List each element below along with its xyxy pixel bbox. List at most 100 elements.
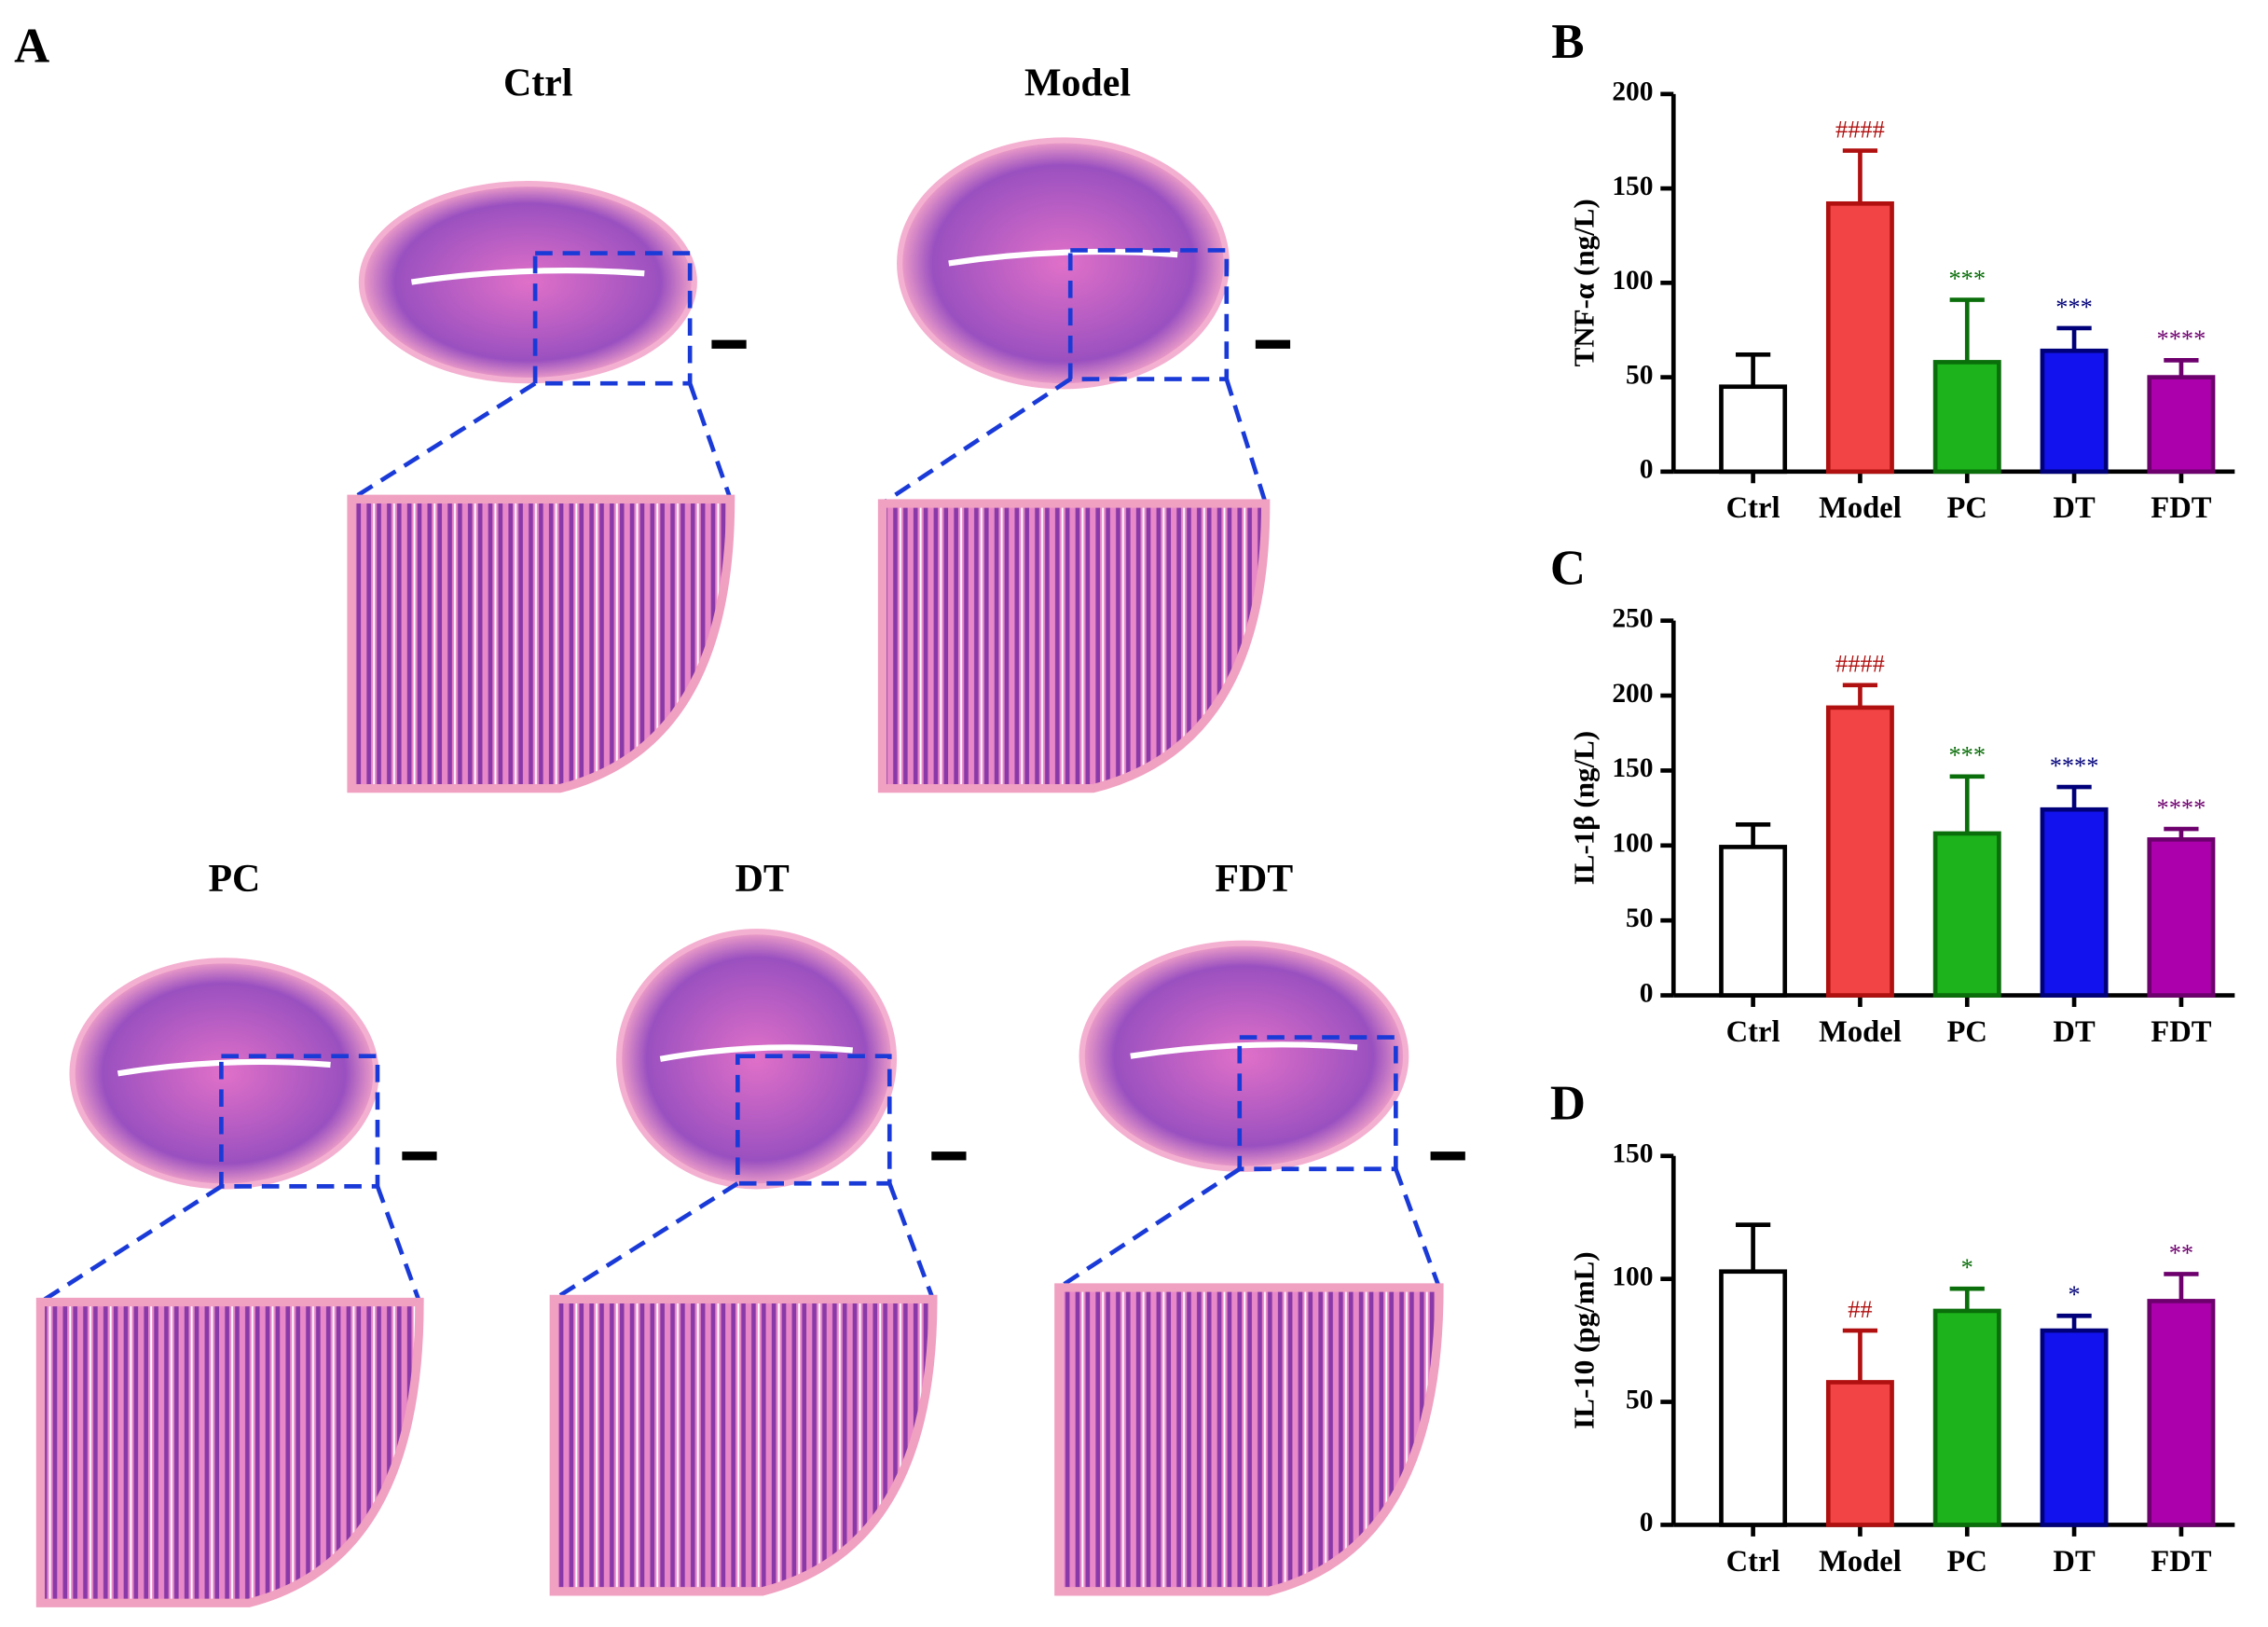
y-tick-label: 100 bbox=[1612, 266, 1653, 296]
zoom-line bbox=[687, 382, 733, 501]
significance-label: *** bbox=[2055, 294, 2093, 321]
bar bbox=[2147, 1299, 2216, 1527]
significance-label: *** bbox=[1948, 742, 1986, 769]
lumen bbox=[1130, 1041, 1358, 1059]
zoom-line bbox=[350, 381, 537, 502]
bar bbox=[1719, 1269, 1788, 1527]
y-tick-label: 50 bbox=[1626, 360, 1653, 390]
y-tick-label: 250 bbox=[1612, 603, 1653, 633]
x-tick-label: Model bbox=[1819, 491, 1902, 525]
bar bbox=[1932, 1308, 2001, 1527]
significance-label: **** bbox=[2050, 752, 2099, 779]
group-label: Ctrl bbox=[503, 62, 572, 105]
bar bbox=[1825, 705, 1894, 998]
scale-bar bbox=[402, 1151, 437, 1161]
bar-chart: B TNF-α (ng/L) 0 50 100 150 200 Ctrl Model #### PC… bbox=[1551, 15, 2235, 525]
zoom-box bbox=[1067, 248, 1230, 381]
x-tick-label: FDT bbox=[2151, 491, 2211, 525]
zoom-box bbox=[219, 1054, 380, 1189]
scale-bar bbox=[931, 1151, 967, 1161]
tissue-section bbox=[897, 137, 1230, 390]
group-label: DT bbox=[735, 858, 790, 901]
bar bbox=[1932, 831, 2001, 998]
bar bbox=[2040, 1328, 2109, 1527]
zoom-box bbox=[735, 1054, 892, 1186]
zoom-line bbox=[1394, 1167, 1442, 1289]
zoom-line bbox=[375, 1185, 422, 1303]
x-tick-label: FDT bbox=[2151, 1015, 2211, 1049]
bar bbox=[2040, 348, 2109, 475]
y-tick-label: 50 bbox=[1626, 903, 1653, 933]
zoom-image bbox=[35, 1297, 424, 1607]
lumen bbox=[410, 268, 645, 285]
significance-label: ## bbox=[1848, 1296, 1872, 1323]
y-tick-label: 200 bbox=[1612, 77, 1653, 107]
panel-label: A bbox=[14, 19, 49, 73]
x-tick-label: Model bbox=[1819, 1015, 1902, 1049]
zoom-box bbox=[532, 251, 693, 386]
significance-label: #### bbox=[1835, 651, 1885, 678]
zoom-line bbox=[39, 1184, 223, 1304]
lumen bbox=[948, 248, 1178, 267]
x-tick-label: PC bbox=[1947, 491, 1987, 525]
y-axis-label: IL-1β (ng/L) bbox=[1567, 731, 1600, 885]
x-tick-label: Ctrl bbox=[1726, 491, 1780, 525]
y-axis-label: IL-10 (pg/mL) bbox=[1567, 1251, 1600, 1428]
x-tick-label: Ctrl bbox=[1726, 1545, 1780, 1579]
x-tick-label: DT bbox=[2053, 1015, 2096, 1049]
scale-bar bbox=[711, 339, 747, 349]
bar bbox=[2040, 807, 2109, 998]
panel-label: D bbox=[1550, 1077, 1586, 1131]
bar bbox=[1825, 200, 1894, 475]
panel-label: B bbox=[1551, 15, 1584, 69]
scale-bar bbox=[1430, 1151, 1465, 1161]
significance-label: ** bbox=[2169, 1239, 2193, 1266]
zoom-image bbox=[877, 499, 1271, 793]
lumen bbox=[117, 1058, 331, 1077]
x-tick-label: Model bbox=[1819, 1545, 1902, 1579]
significance-label: **** bbox=[2157, 794, 2206, 821]
bar bbox=[1719, 845, 1788, 998]
tissue-section bbox=[358, 180, 697, 384]
zoom-image bbox=[549, 1294, 938, 1596]
significance-label: *** bbox=[1948, 265, 1986, 292]
x-tick-label: DT bbox=[2053, 491, 2096, 525]
y-tick-label: 150 bbox=[1612, 1139, 1653, 1169]
x-tick-label: PC bbox=[1947, 1015, 1987, 1049]
y-tick-label: 100 bbox=[1612, 1262, 1653, 1291]
significance-label: #### bbox=[1835, 116, 1885, 143]
x-tick-label: PC bbox=[1947, 1545, 1987, 1579]
x-tick-label: DT bbox=[2053, 1545, 2096, 1579]
y-tick-label: 0 bbox=[1640, 455, 1654, 485]
y-tick-label: 100 bbox=[1612, 829, 1653, 859]
x-tick-label: Ctrl bbox=[1726, 1015, 1780, 1049]
x-tick-label: FDT bbox=[2151, 1545, 2211, 1579]
bar-chart: C IL-1β (ng/L) 0 50 100 150 200 250 Ctrl Model ###… bbox=[1550, 542, 2235, 1049]
group-label: FDT bbox=[1215, 858, 1293, 901]
significance-label: * bbox=[2068, 1281, 2080, 1308]
bar bbox=[2147, 837, 2216, 998]
zoom-image bbox=[347, 494, 735, 793]
zoom-box bbox=[1237, 1035, 1398, 1172]
charts: B TNF-α (ng/L) 0 50 100 150 200 Ctrl Model #### PC… bbox=[1550, 15, 2235, 1579]
zoom-line bbox=[881, 377, 1072, 505]
y-axis-label: TNF-α (ng/L) bbox=[1567, 199, 1600, 366]
panel-label: C bbox=[1550, 542, 1586, 596]
bar bbox=[1719, 384, 1788, 475]
y-tick-label: 200 bbox=[1612, 679, 1653, 709]
bar-chart: D IL-10 (pg/mL) 0 50 100 150 Ctrl Model ## PC * DT *… bbox=[1550, 1077, 2235, 1579]
zoom-line bbox=[1224, 378, 1268, 504]
bar bbox=[1932, 360, 2001, 475]
histology-panel: Ctrl Model PC DT FDT bbox=[35, 62, 1465, 1607]
bar bbox=[2147, 375, 2216, 475]
y-tick-label: 50 bbox=[1626, 1385, 1653, 1414]
zoom-line bbox=[553, 1181, 739, 1302]
significance-label: **** bbox=[2157, 325, 2206, 352]
zoom-image bbox=[1054, 1283, 1444, 1596]
y-tick-label: 0 bbox=[1640, 978, 1654, 1008]
zoom-line bbox=[887, 1182, 935, 1301]
y-tick-label: 150 bbox=[1612, 172, 1653, 201]
zoom-line bbox=[1057, 1166, 1242, 1289]
